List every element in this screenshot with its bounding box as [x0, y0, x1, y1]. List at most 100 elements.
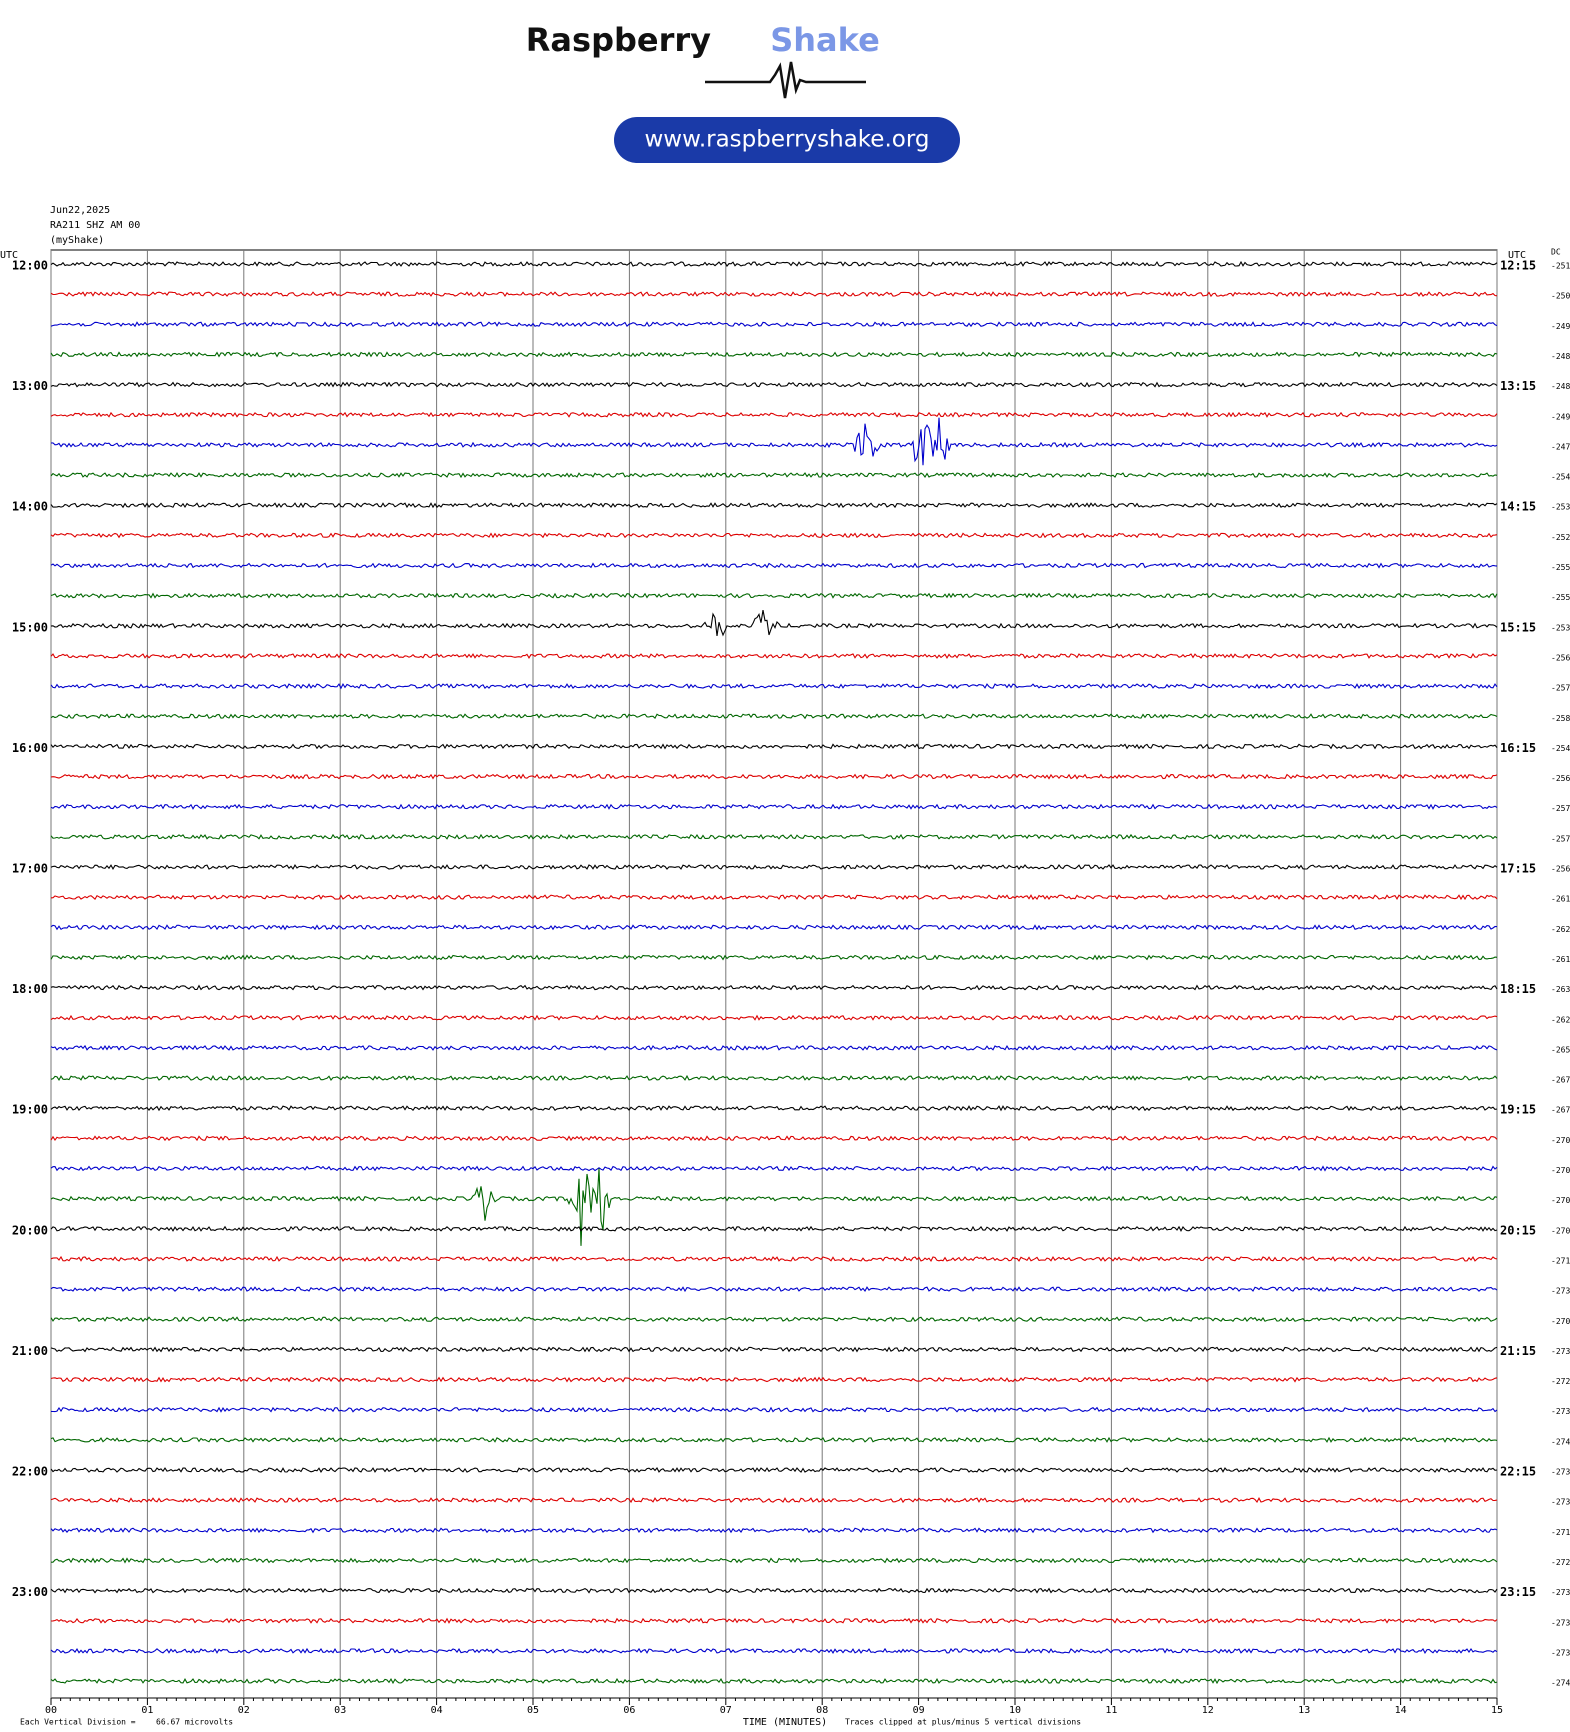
dc-value: -265: [1551, 1045, 1570, 1054]
dc-value: -257: [1551, 684, 1570, 693]
left-time: 19:00: [12, 1103, 48, 1117]
dc-value: -272: [1551, 1558, 1570, 1567]
trace: [50, 1467, 1498, 1473]
left-time: 20:00: [12, 1223, 48, 1237]
x-tick-label: 07: [720, 1705, 732, 1716]
dc-value: -250: [1551, 292, 1570, 301]
x-tick-label: 11: [1105, 1705, 1117, 1716]
dc-value: -273: [1551, 1407, 1570, 1416]
trace: [50, 833, 1498, 840]
right-time: 23:15: [1500, 1585, 1536, 1599]
dc-value: -271: [1551, 1256, 1570, 1265]
trace: [50, 773, 1498, 780]
dc-value: -270: [1551, 1226, 1570, 1235]
dc-value: -273: [1551, 1498, 1570, 1507]
x-tick-label: 14: [1395, 1705, 1407, 1716]
x-tick-label: 01: [141, 1705, 153, 1716]
dc-value: -254: [1551, 744, 1570, 753]
trace: [50, 1647, 1498, 1655]
trace: [50, 502, 1498, 509]
dc-value: -256: [1551, 774, 1570, 783]
x-tick-label: 08: [816, 1705, 828, 1716]
trace: [50, 924, 1498, 931]
trace: [50, 291, 1498, 298]
trace: [50, 1316, 1498, 1323]
dc-value: -270: [1551, 1196, 1570, 1205]
x-tick-label: 10: [1009, 1705, 1021, 1716]
trace: [50, 1406, 1498, 1413]
trace: [50, 1135, 1498, 1142]
trace: [50, 321, 1498, 328]
right-time: 13:15: [1500, 379, 1536, 393]
division-value: 66.67 microvolts: [156, 1718, 233, 1727]
dc-value: -249: [1551, 412, 1570, 421]
trace: [50, 803, 1498, 810]
left-time: 22:00: [12, 1465, 48, 1479]
dc-value: -273: [1551, 1347, 1570, 1356]
clip-note: Traces clipped at plus/minus 5 vertical …: [845, 1718, 1081, 1727]
dc-value: -256: [1551, 653, 1570, 662]
trace: [50, 1677, 1498, 1685]
trace: [50, 417, 1498, 466]
utc-label: UTC: [0, 250, 18, 261]
trace: [50, 1044, 1498, 1051]
x-tick-label: 13: [1298, 1705, 1310, 1716]
dc-value: -273: [1551, 1648, 1570, 1657]
x-tick-label: 09: [913, 1705, 925, 1716]
x-tick-label: 15: [1491, 1705, 1503, 1716]
left-time: 21:00: [12, 1344, 48, 1358]
dc-value: -255: [1551, 563, 1570, 572]
right-time: 15:15: [1500, 620, 1536, 634]
dc-value: -261: [1551, 955, 1570, 964]
dc-value: -253: [1551, 623, 1570, 632]
trace: [50, 1617, 1498, 1624]
x-axis-label: TIME (MINUTES): [743, 1717, 827, 1728]
left-time: 12:00: [12, 259, 48, 273]
trace: [51, 1557, 1498, 1564]
dc-value: -267: [1551, 1106, 1570, 1115]
dc-value: -255: [1551, 593, 1570, 602]
trace: [50, 592, 1498, 599]
trace: [50, 471, 1498, 479]
dc-value: -270: [1551, 1166, 1570, 1175]
right-time: 17:15: [1500, 862, 1536, 876]
left-time: 15:00: [12, 620, 48, 634]
trace: [50, 351, 1498, 358]
dc-value: -267: [1551, 1076, 1570, 1085]
logo-word: Shake: [770, 21, 880, 59]
dc-value: -272: [1551, 1377, 1570, 1386]
right-time: 12:15: [1500, 259, 1536, 273]
trace: [50, 411, 1498, 418]
x-tick-label: 00: [45, 1705, 57, 1716]
right-time: 14:15: [1500, 500, 1536, 514]
dc-value: -262: [1551, 1015, 1570, 1024]
url: www.raspberryshake.org: [645, 127, 930, 153]
dc-value: -263: [1551, 985, 1570, 994]
dc-value: -274: [1551, 1679, 1570, 1688]
left-time: 13:00: [12, 379, 48, 393]
utc-label: UTC: [1508, 250, 1526, 261]
trace: [50, 1168, 1498, 1246]
dc-value: -261: [1551, 895, 1570, 904]
trace: [50, 713, 1498, 720]
trace: [50, 532, 1498, 539]
x-tick-label: 04: [431, 1705, 443, 1716]
trace: [50, 1225, 1498, 1232]
trace: [50, 1346, 1498, 1353]
trace: [50, 609, 1498, 637]
dc-value: -270: [1551, 1317, 1570, 1326]
trace: [50, 682, 1498, 690]
trace: [50, 1074, 1498, 1082]
dc-value: -273: [1551, 1618, 1570, 1627]
dc-value: -273: [1551, 1287, 1570, 1296]
trace: [50, 954, 1498, 961]
left-time: 14:00: [12, 500, 48, 514]
dc-value: -248: [1551, 352, 1570, 361]
right-time: 21:15: [1500, 1344, 1536, 1358]
dc-value: -262: [1551, 925, 1570, 934]
station: RA211 SHZ AM 00: [50, 220, 140, 231]
dc-value: -247: [1551, 442, 1570, 451]
trace: [50, 1497, 1498, 1504]
dc-value: -248: [1551, 382, 1570, 391]
trace: [50, 1014, 1498, 1021]
